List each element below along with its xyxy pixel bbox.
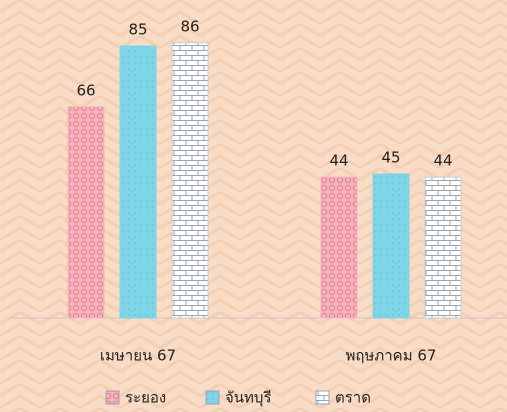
data-label: 45 — [381, 149, 400, 167]
bar — [171, 42, 209, 319]
bar — [424, 176, 462, 319]
legend-swatch — [315, 390, 330, 405]
data-label: 85 — [128, 21, 147, 39]
data-label: 44 — [433, 152, 452, 170]
x-tick-label: พฤษภาคม 67 — [346, 347, 437, 365]
legend-label: ระยอง — [125, 389, 166, 407]
bar — [67, 106, 105, 319]
x-tick-label: เมษายน 67 — [100, 347, 176, 365]
data-label: 44 — [329, 152, 348, 170]
legend-label: ตราด — [335, 389, 371, 407]
legend-label: จันทบุรี — [225, 389, 272, 408]
data-label: 66 — [76, 81, 95, 99]
legend-swatch — [105, 390, 120, 405]
bar — [320, 176, 358, 319]
legend-swatch — [205, 390, 220, 405]
bar — [119, 45, 157, 319]
bar — [372, 173, 410, 319]
data-label: 86 — [180, 17, 199, 35]
